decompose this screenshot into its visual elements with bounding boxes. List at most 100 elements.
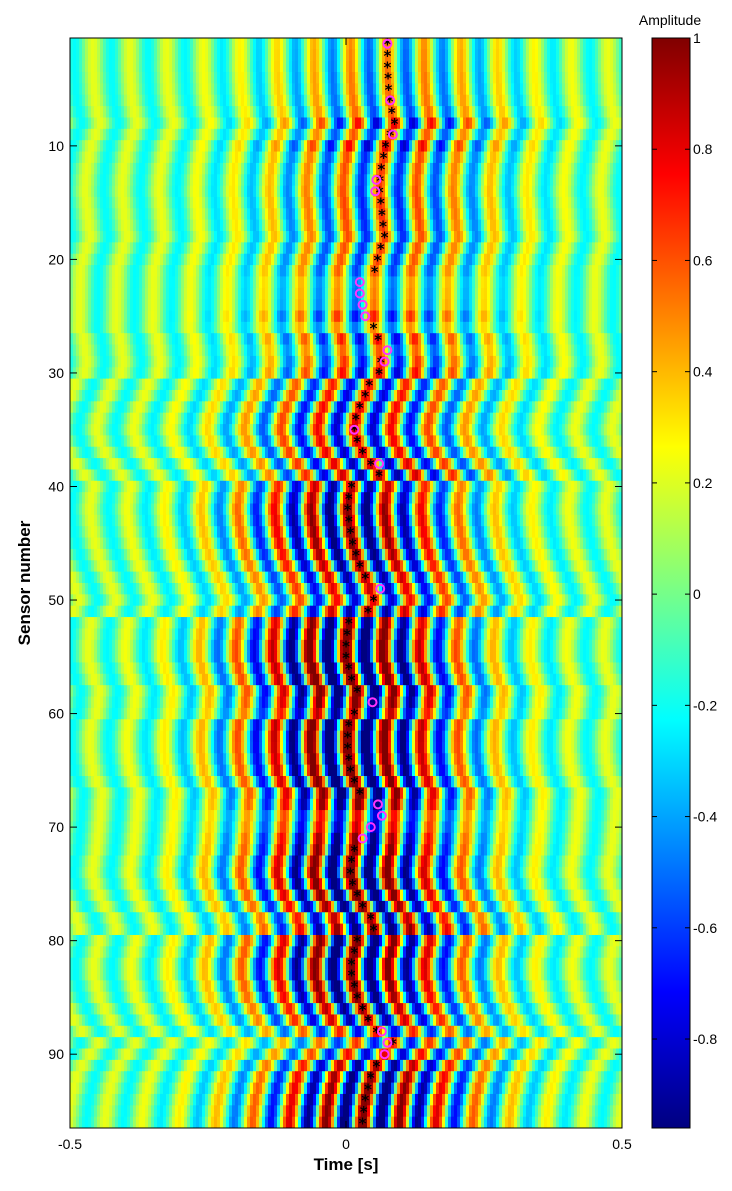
heatmap-cell xyxy=(463,94,467,107)
heatmap-cell xyxy=(562,117,566,130)
heatmap-cell xyxy=(481,94,485,107)
heatmap-cell xyxy=(211,49,215,62)
heatmap-cell xyxy=(172,117,176,130)
heatmap-cell xyxy=(562,60,566,73)
heatmap-cell xyxy=(421,174,425,187)
heatmap-cell xyxy=(448,49,452,62)
heatmap-cell xyxy=(520,174,524,187)
heatmap-cell xyxy=(82,94,86,107)
heatmap-cell xyxy=(175,38,179,50)
heatmap-cell xyxy=(76,94,80,107)
heatmap-cell xyxy=(163,151,167,164)
heatmap-cell xyxy=(223,151,227,164)
heatmap-cell xyxy=(490,117,494,130)
heatmap-cell xyxy=(565,151,569,164)
heatmap-cell xyxy=(157,106,161,119)
heatmap-cell xyxy=(589,117,593,130)
heatmap-cell xyxy=(424,151,428,164)
heatmap-cell xyxy=(307,60,311,73)
heatmap-cell xyxy=(178,174,182,187)
heatmap-cell xyxy=(505,106,509,119)
heatmap-cell xyxy=(169,72,173,85)
heatmap-cell xyxy=(94,60,98,73)
heatmap-cell xyxy=(436,38,440,50)
heatmap-cell xyxy=(523,117,527,130)
heatmap-cell xyxy=(400,94,404,107)
heatmap-cell xyxy=(130,128,134,141)
heatmap-cell xyxy=(100,117,104,130)
heatmap-cell xyxy=(361,106,365,119)
heatmap-cell xyxy=(148,140,152,153)
heatmap-cell xyxy=(70,174,74,187)
heatmap-cell xyxy=(271,94,275,107)
heatmap-cell xyxy=(466,60,470,73)
heatmap-cell xyxy=(421,38,425,50)
heatmap-cell xyxy=(199,60,203,73)
heatmap-cell xyxy=(196,49,200,62)
heatmap-cell xyxy=(154,106,158,119)
heatmap-cell xyxy=(250,117,254,130)
heatmap-cell xyxy=(280,174,284,187)
heatmap-cell xyxy=(190,106,194,119)
heatmap-cell xyxy=(184,72,188,85)
heatmap-cell xyxy=(562,94,566,107)
heatmap-cell xyxy=(448,38,452,50)
heatmap-cell xyxy=(556,128,560,141)
heatmap-cell xyxy=(526,140,530,153)
heatmap-cell xyxy=(589,151,593,164)
heatmap-cell xyxy=(253,162,257,175)
heatmap-cell xyxy=(529,72,533,85)
heatmap-cell xyxy=(415,174,419,187)
heatmap-cell xyxy=(544,151,548,164)
heatmap-cell xyxy=(421,140,425,153)
heatmap-cell xyxy=(604,106,608,119)
heatmap-cell xyxy=(535,60,539,73)
heatmap-cell xyxy=(583,60,587,73)
heatmap-cell xyxy=(355,60,359,73)
heatmap-cell xyxy=(517,151,521,164)
heatmap-cell xyxy=(94,49,98,62)
heatmap-cell xyxy=(88,106,92,119)
heatmap-cell xyxy=(277,72,281,85)
heatmap-cell xyxy=(247,60,251,73)
heatmap-cell xyxy=(355,72,359,85)
heatmap-cell xyxy=(589,72,593,85)
heatmap-cell xyxy=(445,151,449,164)
heatmap-cell xyxy=(427,140,431,153)
heatmap-cell xyxy=(559,106,563,119)
heatmap-cell xyxy=(232,174,236,187)
heatmap-cell xyxy=(499,128,503,141)
heatmap-cell xyxy=(304,94,308,107)
heatmap-cell xyxy=(103,117,107,130)
heatmap-cell xyxy=(112,117,116,130)
heatmap-cell xyxy=(88,117,92,130)
heatmap-cell xyxy=(343,83,347,96)
heatmap-cell xyxy=(160,49,164,62)
heatmap-cell xyxy=(487,151,491,164)
heatmap-cell xyxy=(280,151,284,164)
heatmap-cell xyxy=(262,60,266,73)
heatmap-cell xyxy=(478,151,482,164)
heatmap-cell xyxy=(601,151,605,164)
heatmap-cell xyxy=(334,128,338,141)
heatmap-cell xyxy=(196,38,200,50)
heatmap-cell xyxy=(349,106,353,119)
heatmap-cell xyxy=(301,72,305,85)
heatmap-cell xyxy=(226,128,230,141)
heatmap-cell xyxy=(493,106,497,119)
heatmap-cell xyxy=(193,140,197,153)
heatmap-cell xyxy=(379,140,383,153)
heatmap-cell xyxy=(247,83,251,96)
heatmap-cell xyxy=(85,117,89,130)
heatmap-cell xyxy=(217,151,221,164)
heatmap-cell xyxy=(202,151,206,164)
heatmap-cell xyxy=(310,106,314,119)
heatmap-cell xyxy=(505,117,509,130)
heatmap-cell xyxy=(124,60,128,73)
heatmap-cell xyxy=(88,72,92,85)
heatmap-cell xyxy=(472,72,476,85)
heatmap-cell xyxy=(418,174,422,187)
heatmap-cell xyxy=(256,72,260,85)
heatmap-cell xyxy=(571,128,575,141)
heatmap-cell xyxy=(511,151,515,164)
